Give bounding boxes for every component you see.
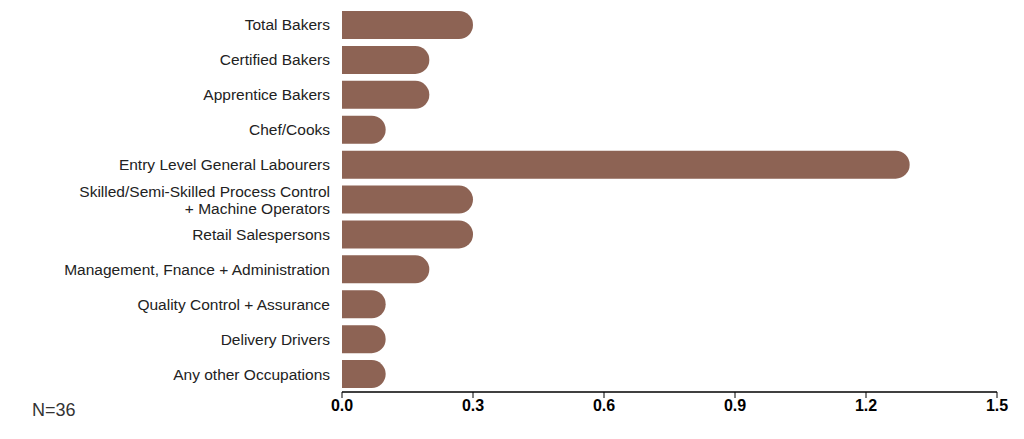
svg-text:Skilled/Semi-Skilled Process C: Skilled/Semi-Skilled Process Control+ Ma… [79, 183, 330, 217]
svg-text:0.6: 0.6 [593, 397, 615, 414]
svg-text:0.9: 0.9 [724, 397, 746, 414]
svg-text:0.3: 0.3 [462, 397, 484, 414]
svg-text:Retail Salespersons: Retail Salespersons [192, 226, 330, 243]
svg-text:Any other Occupations: Any other Occupations [173, 366, 330, 383]
svg-text:Delivery Drivers: Delivery Drivers [221, 331, 331, 348]
svg-text:Entry Level General Labourers: Entry Level General Labourers [119, 156, 330, 173]
svg-text:0.0: 0.0 [331, 397, 353, 414]
svg-text:Quality Control + Assurance: Quality Control + Assurance [137, 296, 330, 313]
html-text:N=36: N=36 [32, 400, 76, 420]
svg-text:Total Bakers: Total Bakers [245, 16, 331, 33]
svg-text:Apprentice Bakers: Apprentice Bakers [203, 86, 330, 103]
svg-text:Management, Fnance + Administr: Management, Fnance + Administration [64, 261, 330, 278]
svg-text:1.5: 1.5 [986, 397, 1008, 414]
svg-text:Chef/Cooks: Chef/Cooks [249, 121, 330, 138]
svg-text:Certified Bakers: Certified Bakers [220, 51, 331, 68]
svg-text:1.2: 1.2 [855, 397, 877, 414]
